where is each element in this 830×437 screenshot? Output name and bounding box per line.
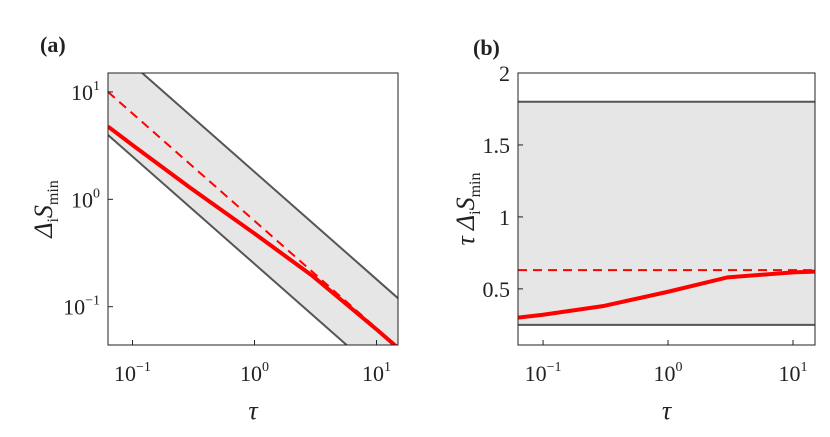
tick-label: 1 — [499, 205, 510, 230]
tick-exp: 1 — [384, 360, 391, 375]
tick-label: 100 — [654, 360, 683, 386]
tick-base: 10 — [63, 295, 85, 320]
plot-area — [518, 100, 815, 326]
y-label-part: min — [467, 173, 484, 198]
tick-label: 10−1 — [114, 360, 151, 386]
tick-label: 0.5 — [483, 277, 511, 302]
series-line — [108, 134, 349, 345]
y-label-part: i — [467, 210, 484, 215]
y-label-part: i — [45, 218, 62, 223]
tick-exp: 0 — [676, 360, 683, 375]
y-label-part: min — [45, 180, 62, 205]
tick-label: 10−1 — [525, 360, 562, 386]
tick-label: 101 — [71, 79, 100, 105]
tick-label: 2 — [499, 61, 510, 86]
tick-exp: 1 — [800, 360, 807, 375]
series-line — [518, 269, 815, 320]
series-line — [140, 73, 398, 299]
y-axis-label: τ ΔiSmin — [451, 173, 484, 246]
band — [108, 73, 398, 345]
axes-box — [107, 72, 399, 346]
tick-exp: 0 — [93, 186, 100, 201]
tick-base: 10 — [240, 361, 262, 386]
band — [518, 101, 815, 325]
axes-box — [517, 72, 816, 346]
tick-exp: −1 — [85, 294, 100, 309]
tick-label: 100 — [71, 186, 100, 212]
tick-label: 100 — [240, 360, 269, 386]
y-label-part: Δ — [29, 223, 58, 239]
tick-label: 1.5 — [483, 133, 511, 158]
tick-exp: 1 — [93, 79, 100, 94]
y-label-part: τ Δ — [451, 215, 480, 246]
tick-base: 10 — [71, 80, 93, 105]
tick-base: 10 — [362, 361, 384, 386]
plot-area — [108, 73, 398, 345]
panel-label: (a) — [40, 32, 66, 57]
tick-base: 10 — [114, 361, 136, 386]
tick-base: 10 — [71, 187, 93, 212]
tick-label: 101 — [778, 360, 807, 386]
series-line — [108, 124, 398, 345]
y-label-part: S — [451, 197, 480, 210]
y-label-part: S — [29, 205, 58, 218]
tick-base: 10 — [654, 361, 676, 386]
tick-exp: −1 — [136, 360, 151, 375]
tick-base: 10 — [525, 361, 547, 386]
tick-label: 101 — [362, 360, 391, 386]
y-axis-label: ΔiSmin — [29, 180, 62, 239]
x-axis-label: τ — [248, 396, 259, 425]
panel-label: (b) — [473, 35, 500, 60]
tick-exp: 0 — [262, 360, 269, 375]
tick-label: 10−1 — [63, 294, 100, 320]
x-axis-label: τ — [662, 396, 673, 425]
tick-base: 10 — [778, 361, 800, 386]
tick-exp: −1 — [547, 360, 562, 375]
